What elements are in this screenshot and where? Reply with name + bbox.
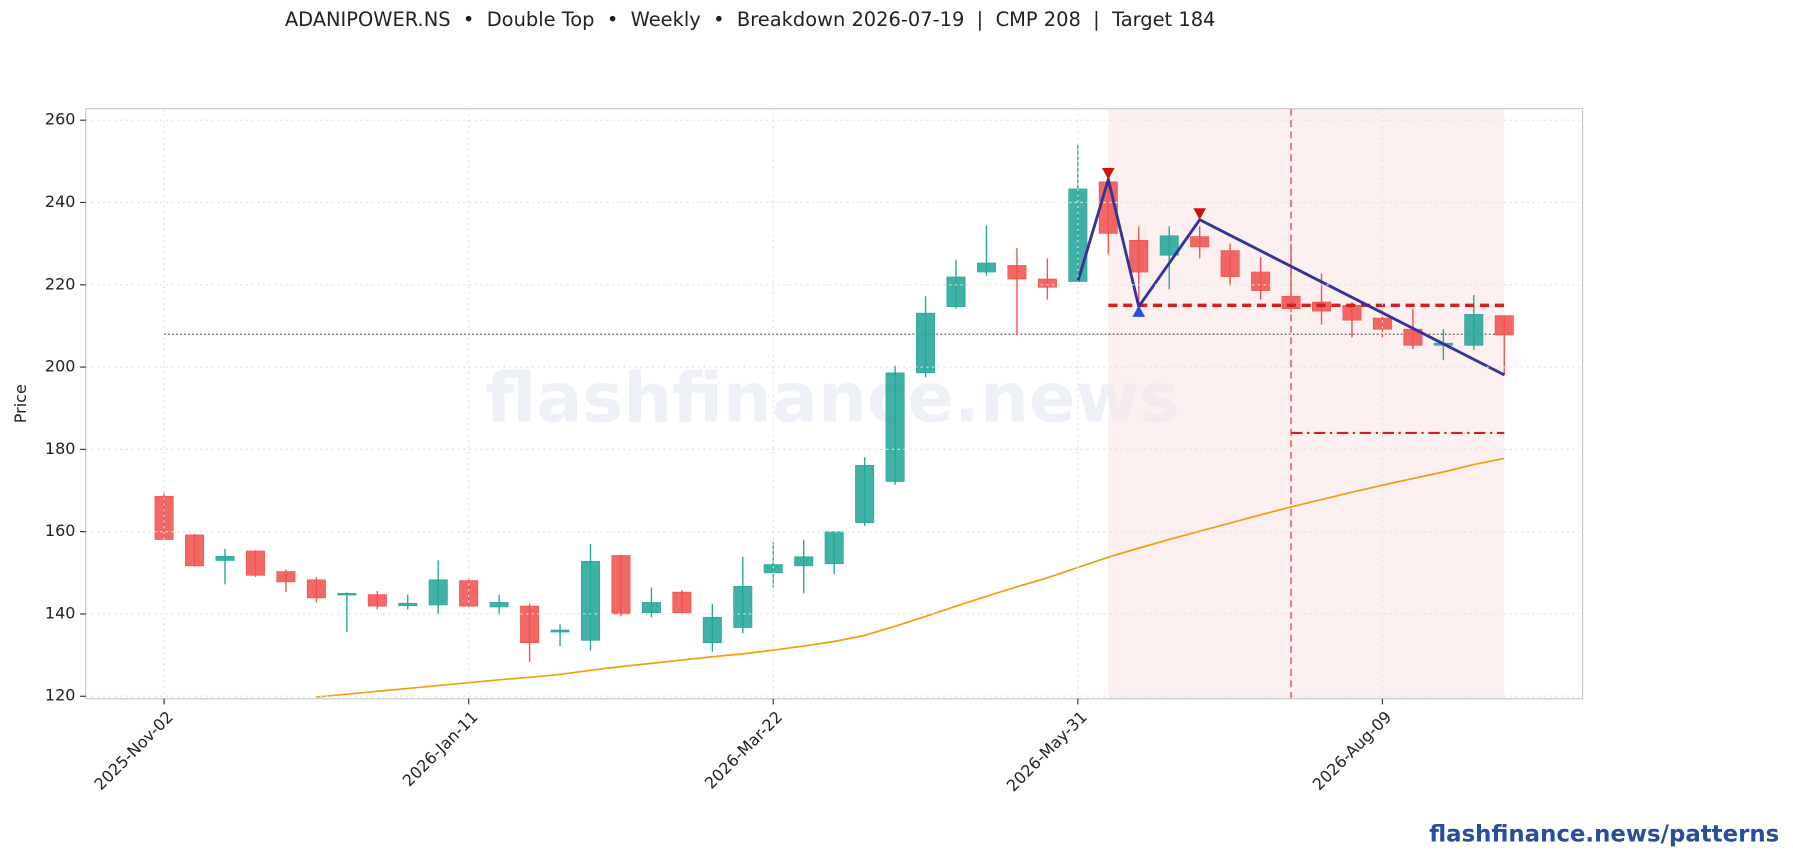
- candle-body: [428, 579, 448, 606]
- peak-marker: [1193, 208, 1206, 220]
- candle-body: [215, 556, 235, 561]
- candle-body: [1007, 265, 1027, 280]
- candle-body: [855, 465, 875, 523]
- candle-body: [1494, 315, 1514, 336]
- candle-body: [611, 555, 631, 615]
- candle-body: [276, 571, 296, 583]
- candle-body: [550, 629, 570, 633]
- trough-marker: [1132, 305, 1146, 317]
- y-tick-label: 160: [45, 521, 76, 540]
- y-tick-label: 180: [45, 439, 76, 458]
- candle-body: [976, 262, 996, 273]
- x-tick-label: 2026-Aug-09: [1309, 707, 1396, 794]
- y-tick-label: 240: [45, 192, 76, 211]
- candle-body: [245, 550, 265, 576]
- candle-body: [306, 579, 326, 599]
- candle-body: [702, 616, 722, 644]
- candle-body: [1129, 240, 1149, 273]
- candle-body: [916, 312, 936, 374]
- plot-area: [154, 108, 1514, 699]
- candle-body: [1159, 235, 1179, 256]
- candle-body: [1037, 278, 1057, 288]
- x-tick-label: 2026-Jan-11: [399, 707, 482, 790]
- candle-body: [885, 372, 905, 482]
- y-axis-label: Price: [11, 384, 30, 423]
- candle-body: [489, 602, 509, 608]
- candle-body: [367, 594, 387, 607]
- peak-marker: [1102, 167, 1115, 180]
- candle-body: [1464, 314, 1484, 346]
- footer-link: flashfinance.news/patterns: [1429, 821, 1779, 847]
- candle-body: [672, 591, 692, 614]
- x-tick-label: 2026-Mar-22: [701, 707, 786, 792]
- x-tick-label: 2025-Nov-02: [90, 707, 177, 794]
- x-tick-label: 2026-May-31: [1003, 707, 1091, 795]
- candle-body: [398, 602, 418, 607]
- candle-body: [733, 586, 753, 628]
- candle-body: [185, 534, 205, 567]
- candle-body: [1251, 271, 1271, 291]
- y-tick-label: 200: [45, 357, 76, 376]
- candle-body: [1372, 317, 1392, 330]
- candle-body: [581, 560, 600, 641]
- candle-body: [946, 276, 966, 307]
- moving-average-line: [316, 457, 1505, 698]
- y-tick-label: 120: [45, 686, 76, 705]
- y-tick-label: 220: [45, 274, 76, 293]
- y-tick-label: 260: [45, 110, 76, 129]
- plot-frame: [85, 108, 1584, 700]
- candle-body: [763, 564, 783, 574]
- candle-body: [794, 556, 814, 567]
- candle-body: [641, 602, 661, 614]
- watermark: flashfinance.news: [485, 359, 1179, 439]
- candle-body: [1190, 236, 1210, 248]
- chart-title: ADANIPOWER.NS • Double Top • Weekly • Br…: [285, 8, 1216, 31]
- candle-body: [1342, 305, 1362, 321]
- pattern-region: [1108, 108, 1505, 699]
- candle-body: [337, 593, 357, 596]
- candle-body: [1220, 250, 1240, 277]
- y-tick-label: 140: [45, 603, 76, 622]
- candle-body: [520, 605, 540, 644]
- candle-body: [824, 531, 844, 565]
